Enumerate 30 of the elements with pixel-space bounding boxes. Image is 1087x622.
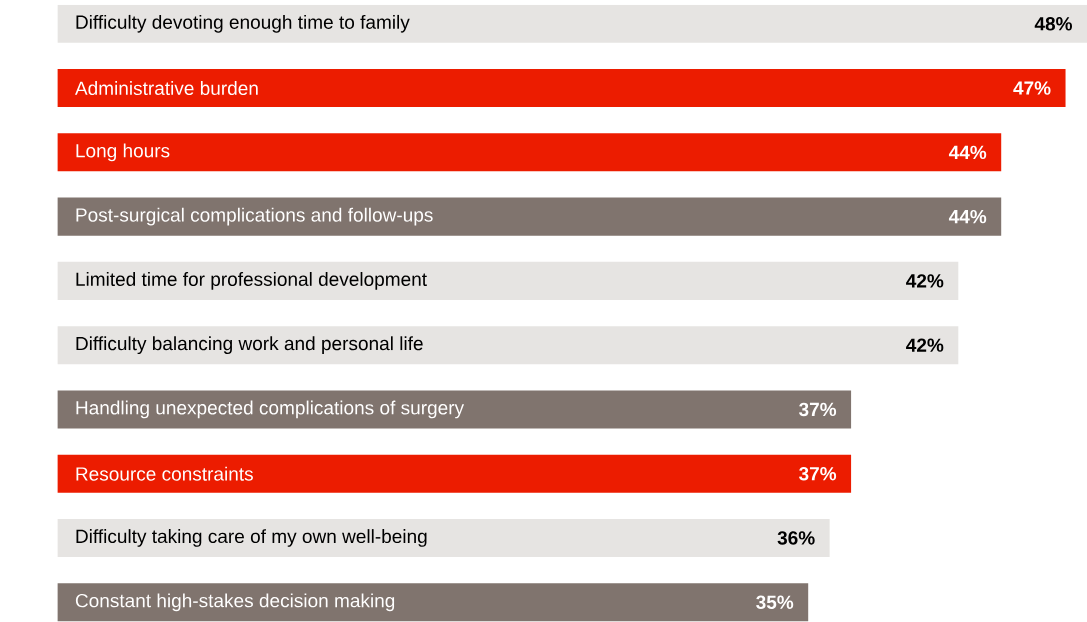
bar — [57, 518, 830, 557]
bar — [57, 583, 809, 622]
data-label: 42% — [906, 338, 944, 352]
y-tick-label: Difficulty balancing work and personal life — [76, 336, 423, 354]
y-tick-label: Limited time for professional development — [76, 271, 427, 290]
bar — [57, 454, 852, 493]
y-tick-label: Long hours — [76, 143, 170, 162]
bar — [57, 133, 1002, 172]
y-tick-label: Resource constraints — [76, 466, 253, 481]
data-label: 37% — [798, 466, 837, 481]
bar — [57, 390, 852, 429]
y-tick-label: Constant high-stakes decision making — [75, 593, 395, 612]
bar — [57, 197, 1002, 236]
data-label: 48% — [1034, 16, 1073, 31]
data-label: 44% — [948, 145, 987, 159]
data-label: 35% — [756, 595, 794, 609]
bar — [57, 261, 959, 300]
data-label: 37% — [798, 402, 837, 417]
data-label: 36% — [777, 531, 815, 545]
y-tick-label: Handling unexpected complications of surgery — [76, 400, 465, 419]
y-tick-label: Administrative burden — [74, 80, 258, 95]
y-tick-label: Difficulty devoting enough time to family — [76, 14, 410, 33]
data-label: 44% — [948, 209, 987, 224]
bar — [57, 68, 1066, 107]
bar — [57, 326, 959, 365]
data-label: 47% — [1013, 81, 1051, 95]
data-label: 42% — [906, 274, 944, 288]
bar — [57, 4, 1087, 43]
y-tick-label: Difficulty taking care of my own well-being — [76, 529, 427, 547]
y-tick-label: Post-surgical complications and follow-ups — [76, 207, 433, 226]
